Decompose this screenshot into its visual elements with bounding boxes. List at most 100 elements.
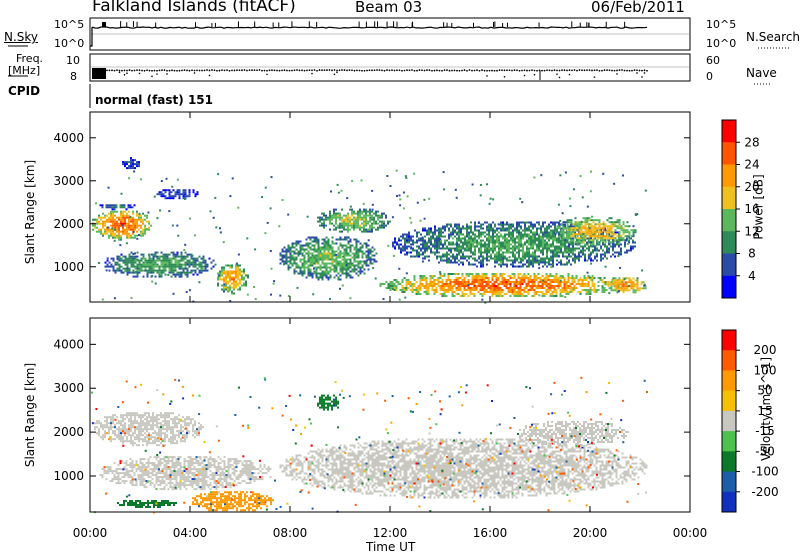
freq-dot (281, 69, 283, 72)
power-echo-region (92, 210, 152, 241)
freq-dot (506, 69, 508, 72)
cpid-label: CPID (8, 84, 41, 98)
freq-dot (433, 69, 436, 72)
colorbar-swatch (722, 142, 736, 165)
freq-dot (626, 69, 628, 72)
power-colorbar-tick-label: 24 (744, 158, 759, 172)
freq-dot (166, 69, 168, 72)
nave-dot (156, 73, 158, 75)
velocity-colorbar-tick-label: -50 (755, 444, 775, 458)
freq-dot (158, 69, 161, 72)
freq-dot (571, 69, 573, 72)
freq-dot (238, 69, 241, 72)
power-echo-region (104, 251, 217, 278)
freq-dot (628, 69, 631, 72)
freq-dot (348, 69, 351, 72)
freq-dot (133, 69, 136, 72)
freq-dot (163, 69, 166, 71)
beam-title: Beam 03 (355, 0, 423, 16)
nave-dot (118, 71, 121, 74)
nave-dot (556, 73, 558, 75)
freq-dot (303, 69, 306, 72)
nave-dot (166, 73, 168, 75)
y-tick-label: 1000 (53, 260, 84, 274)
x-tick-label: 08:00 (273, 526, 308, 540)
freq-dot (458, 69, 461, 72)
freq-dot (641, 69, 643, 72)
freq-dot (643, 69, 646, 72)
freq-dot (443, 69, 446, 72)
freq-dot (193, 69, 196, 72)
freq-dot (486, 69, 488, 72)
velocity-colorbar-title: Velocity [m s^-1] (759, 356, 774, 462)
freq-dot (473, 69, 476, 72)
freq-dot (326, 69, 328, 71)
freq-dot (498, 69, 501, 71)
date-title: 06/Feb/2011 (591, 0, 685, 16)
freq-dot (171, 69, 173, 72)
freq-dot (563, 69, 566, 72)
nave-dot (486, 75, 488, 77)
freq-dot (298, 69, 301, 72)
freq-dot (256, 69, 258, 72)
freq-dot (623, 69, 626, 72)
colorbar-swatch (722, 350, 736, 371)
freq-dot (381, 69, 383, 72)
freq-dot (151, 69, 153, 72)
colorbar-swatch (722, 390, 736, 412)
freq-tick-top: 10 (66, 54, 80, 67)
nave-dot (138, 72, 141, 75)
freq-dot (373, 69, 376, 72)
freq-dot (346, 69, 348, 72)
velocity-colorbar-tick-label: 200 (754, 343, 777, 357)
freq-dot (116, 69, 118, 72)
velocity-echo-region (99, 456, 272, 491)
freq-dot (308, 69, 311, 72)
freq-dot (456, 69, 458, 72)
freq-dot (223, 69, 226, 72)
freq-dot (353, 69, 356, 72)
y-tick-label: 2000 (53, 425, 84, 439)
velocity-echo-region (317, 394, 339, 411)
velocity-colorbar-tick-label: 100 (754, 363, 777, 377)
nave-dot (151, 75, 153, 78)
nave-dot (636, 72, 638, 74)
x-tick-label: 20:00 (573, 526, 608, 540)
power-echo-region (317, 208, 391, 233)
power-colorbar-tick-label: 20 (744, 180, 759, 194)
freq-label: Freq. (16, 52, 44, 65)
freq-dot (428, 69, 431, 72)
freq-dot (631, 69, 633, 72)
power-echo-region (122, 157, 140, 170)
freq-dot (383, 69, 386, 72)
freq-dot (263, 69, 266, 72)
velocity-colorbar (721, 329, 737, 513)
freq-dot (213, 69, 216, 72)
freq-dot (123, 69, 126, 72)
freq-dot (406, 69, 408, 72)
freq-dot (268, 69, 271, 72)
velocity-echo-region (94, 412, 204, 447)
freq-dot (611, 69, 613, 72)
nave-dot (333, 73, 336, 76)
freq-dot (448, 69, 451, 72)
freq-dot (591, 69, 593, 72)
velocity-colorbar-tick-label: 15 (757, 404, 772, 418)
freq-dot (546, 69, 548, 72)
nave-dot (503, 75, 506, 78)
x-tick-label: 00:00 (73, 526, 108, 540)
freq-dot (436, 69, 438, 72)
freq-dot (141, 69, 143, 72)
power-colorbar-tick-label: 12 (744, 224, 759, 238)
freq-dot (246, 69, 248, 72)
freq-dot (548, 69, 551, 72)
colorbar-swatch (722, 370, 736, 392)
freq-dot (156, 69, 158, 72)
power-echo-region (156, 189, 199, 200)
colorbar-frame (721, 329, 737, 513)
freq-dot (288, 69, 291, 72)
nave-label: Nave (746, 66, 777, 80)
freq-dot (481, 69, 483, 71)
freq-dot (236, 69, 238, 72)
freq-dot (616, 69, 618, 72)
